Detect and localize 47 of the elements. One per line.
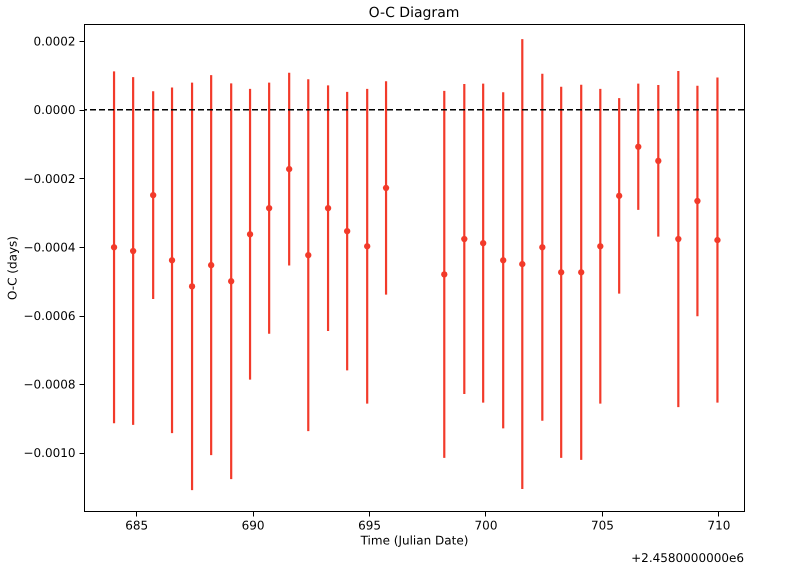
y-tick-label: −0.0008 (23, 378, 76, 392)
x-tick-label: 690 (242, 518, 265, 532)
y-tick-label: −0.0004 (23, 240, 76, 254)
x-axis-title: Time (Julian Date) (360, 534, 468, 548)
point (188, 283, 196, 290)
point (500, 257, 506, 264)
point (286, 166, 292, 172)
point (324, 205, 332, 212)
x-tick-label: 685 (125, 518, 148, 532)
point (208, 262, 214, 268)
y-tick-label: −0.0010 (23, 446, 76, 460)
x-tick-label: 700 (474, 518, 498, 532)
x-tick-label: 695 (358, 518, 382, 532)
point (364, 243, 370, 250)
point (305, 252, 312, 258)
point (539, 244, 546, 250)
point (655, 158, 662, 164)
point (344, 228, 350, 234)
chart-title: O-C Diagram (368, 5, 460, 21)
point (130, 248, 136, 254)
point (616, 192, 622, 199)
point (480, 240, 486, 246)
y-tick-label: 0.0000 (34, 103, 76, 118)
point (168, 257, 176, 264)
point (694, 198, 701, 204)
x-tick-label: 710 (707, 518, 730, 532)
point (714, 236, 721, 244)
y-tick-label: −0.0006 (23, 309, 76, 324)
point (675, 236, 682, 242)
y-tick-label: −0.0002 (23, 172, 76, 186)
point (558, 269, 564, 276)
point (441, 271, 448, 278)
point (578, 269, 584, 276)
point (228, 278, 234, 284)
point (150, 192, 156, 198)
y-tick-label: 0.0002 (34, 34, 76, 49)
point (519, 260, 526, 268)
y-axis-title: O-C (days) (5, 236, 20, 300)
x-tick-label: 705 (590, 518, 614, 532)
point (597, 243, 604, 250)
point (266, 205, 272, 212)
point (110, 244, 118, 250)
text: +2.4580000000e6 (631, 551, 744, 565)
point (246, 231, 254, 238)
point (461, 236, 468, 242)
point (635, 144, 642, 150)
point (382, 184, 390, 192)
